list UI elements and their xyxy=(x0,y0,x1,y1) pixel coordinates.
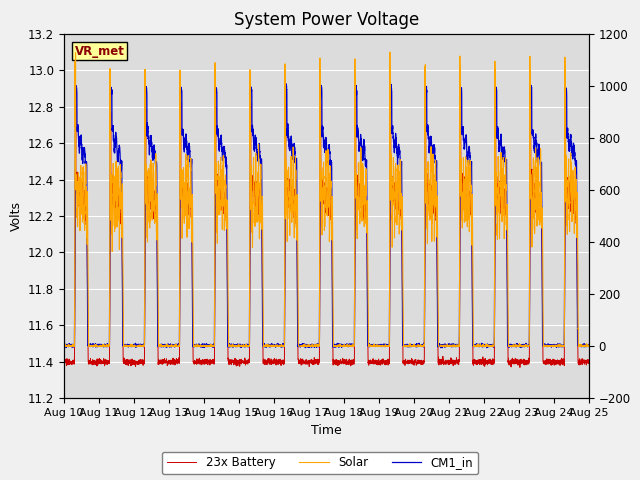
Legend: 23x Battery, Solar, CM1_in: 23x Battery, Solar, CM1_in xyxy=(162,452,478,474)
Title: System Power Voltage: System Power Voltage xyxy=(234,11,419,29)
CM1_in xyxy=(474,343,481,348)
23x Battery xyxy=(527,83,534,89)
CM1_in xyxy=(584,344,592,349)
Solar xyxy=(60,343,68,349)
Solar xyxy=(474,341,481,347)
Line: 23x Battery: 23x Battery xyxy=(64,86,589,367)
Solar xyxy=(585,343,593,349)
CM1_in xyxy=(585,342,593,348)
Line: Solar: Solar xyxy=(64,52,589,346)
CM1_in xyxy=(438,345,446,351)
Line: CM1_in: CM1_in xyxy=(64,84,589,348)
Solar xyxy=(444,343,452,349)
CM1_in xyxy=(444,343,452,348)
Text: VR_met: VR_met xyxy=(74,45,124,58)
23x Battery xyxy=(585,359,593,365)
Solar xyxy=(584,343,592,349)
CM1_in xyxy=(282,81,290,87)
23x Battery xyxy=(154,359,162,365)
23x Battery xyxy=(60,357,68,362)
23x Battery xyxy=(584,360,592,365)
CM1_in xyxy=(60,342,68,348)
23x Battery xyxy=(474,357,481,363)
Solar xyxy=(307,343,314,349)
23x Battery xyxy=(444,358,452,364)
CM1_in xyxy=(415,342,422,348)
X-axis label: Time: Time xyxy=(311,424,342,437)
23x Battery xyxy=(415,357,422,363)
CM1_in xyxy=(154,344,162,349)
23x Battery xyxy=(307,359,314,365)
Solar xyxy=(154,315,162,321)
23x Battery xyxy=(516,364,524,370)
Solar xyxy=(386,49,394,55)
CM1_in xyxy=(307,343,314,349)
Y-axis label: Volts: Volts xyxy=(10,201,22,231)
Solar xyxy=(415,342,422,348)
